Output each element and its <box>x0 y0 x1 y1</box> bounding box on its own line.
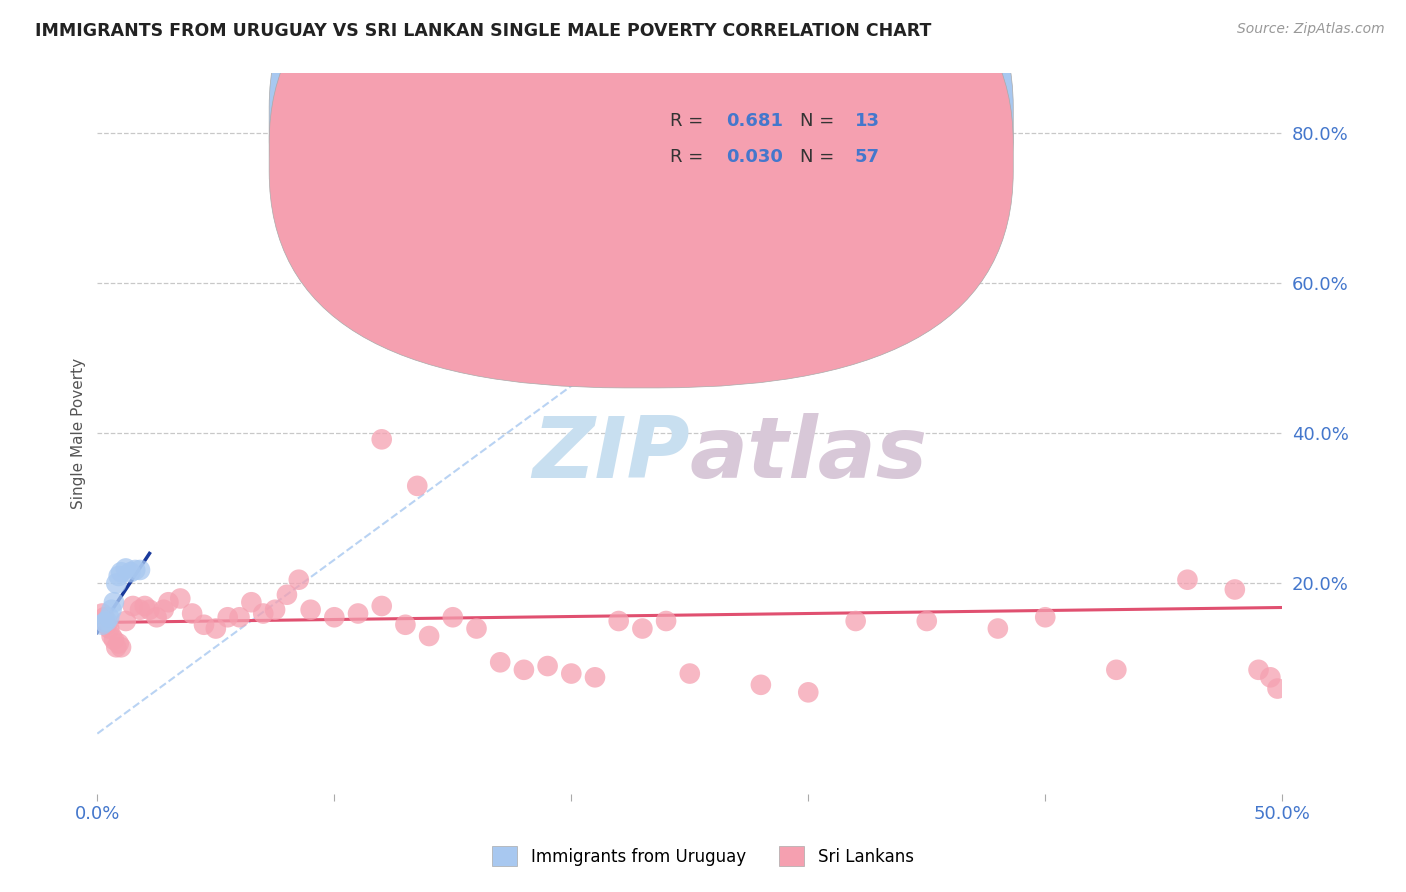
Point <box>217 610 239 624</box>
Point <box>124 563 146 577</box>
Point <box>418 629 440 643</box>
Point <box>536 659 558 673</box>
Point <box>1223 582 1246 597</box>
Point <box>583 670 606 684</box>
Point <box>105 640 128 655</box>
Point <box>91 617 114 632</box>
Point <box>205 622 228 636</box>
Point <box>145 610 167 624</box>
Point <box>1247 663 1270 677</box>
Point <box>157 595 180 609</box>
Text: 57: 57 <box>855 148 880 166</box>
Point <box>100 603 122 617</box>
Point <box>749 678 772 692</box>
Point <box>1033 610 1056 624</box>
FancyBboxPatch shape <box>269 0 1014 388</box>
Point <box>193 617 215 632</box>
Point <box>679 666 702 681</box>
Text: 13: 13 <box>855 112 880 130</box>
Text: 0.030: 0.030 <box>727 148 783 166</box>
Point <box>489 655 512 669</box>
Text: Source: ZipAtlas.com: Source: ZipAtlas.com <box>1237 22 1385 37</box>
Text: atlas: atlas <box>690 414 928 497</box>
Point <box>1177 573 1199 587</box>
Point <box>152 603 174 617</box>
Point <box>264 603 287 617</box>
Point <box>98 622 121 636</box>
Point <box>138 603 160 617</box>
Point <box>288 212 311 227</box>
Y-axis label: Single Male Poverty: Single Male Poverty <box>72 358 86 509</box>
Point <box>1267 681 1289 696</box>
FancyBboxPatch shape <box>269 0 1014 351</box>
FancyBboxPatch shape <box>607 95 974 185</box>
Point <box>169 591 191 606</box>
Point <box>103 595 125 609</box>
Point <box>299 603 322 617</box>
Point <box>347 607 370 621</box>
Point <box>655 614 678 628</box>
Point <box>288 573 311 587</box>
Point <box>93 615 115 630</box>
Point <box>122 599 145 613</box>
Point <box>110 640 132 655</box>
Point <box>394 617 416 632</box>
Point <box>181 607 204 621</box>
Point <box>105 576 128 591</box>
Point <box>107 569 129 583</box>
Point <box>252 607 274 621</box>
Point <box>228 610 250 624</box>
Point <box>120 565 142 579</box>
Point <box>797 685 820 699</box>
Point <box>91 607 114 621</box>
Point <box>323 610 346 624</box>
Point <box>103 632 125 647</box>
Point <box>560 666 582 681</box>
Point <box>96 614 118 628</box>
Point <box>631 622 654 636</box>
Text: 0.681: 0.681 <box>727 112 783 130</box>
Point <box>93 610 115 624</box>
Point <box>465 622 488 636</box>
Point <box>110 565 132 579</box>
Text: N =: N = <box>800 148 839 166</box>
Point <box>129 563 152 577</box>
Point <box>107 636 129 650</box>
Point <box>915 614 938 628</box>
Text: ZIP: ZIP <box>531 414 690 497</box>
Point <box>114 561 136 575</box>
Text: N =: N = <box>800 112 839 130</box>
Legend: Immigrants from Uruguay, Sri Lankans: Immigrants from Uruguay, Sri Lankans <box>484 838 922 875</box>
Point <box>96 617 118 632</box>
Point <box>987 622 1010 636</box>
Text: R =: R = <box>669 112 709 130</box>
Point <box>100 629 122 643</box>
Point <box>276 588 298 602</box>
Point <box>513 663 536 677</box>
Point <box>134 599 156 613</box>
Point <box>607 614 630 628</box>
Point <box>240 595 263 609</box>
Text: IMMIGRANTS FROM URUGUAY VS SRI LANKAN SINGLE MALE POVERTY CORRELATION CHART: IMMIGRANTS FROM URUGUAY VS SRI LANKAN SI… <box>35 22 932 40</box>
Point <box>441 610 464 624</box>
Point <box>406 479 429 493</box>
Point <box>370 433 392 447</box>
Point <box>845 614 868 628</box>
Point <box>129 603 152 617</box>
Point <box>1260 670 1282 684</box>
Point <box>370 599 392 613</box>
Point <box>98 610 121 624</box>
Point <box>114 614 136 628</box>
Point <box>1105 663 1128 677</box>
Text: R =: R = <box>669 148 709 166</box>
